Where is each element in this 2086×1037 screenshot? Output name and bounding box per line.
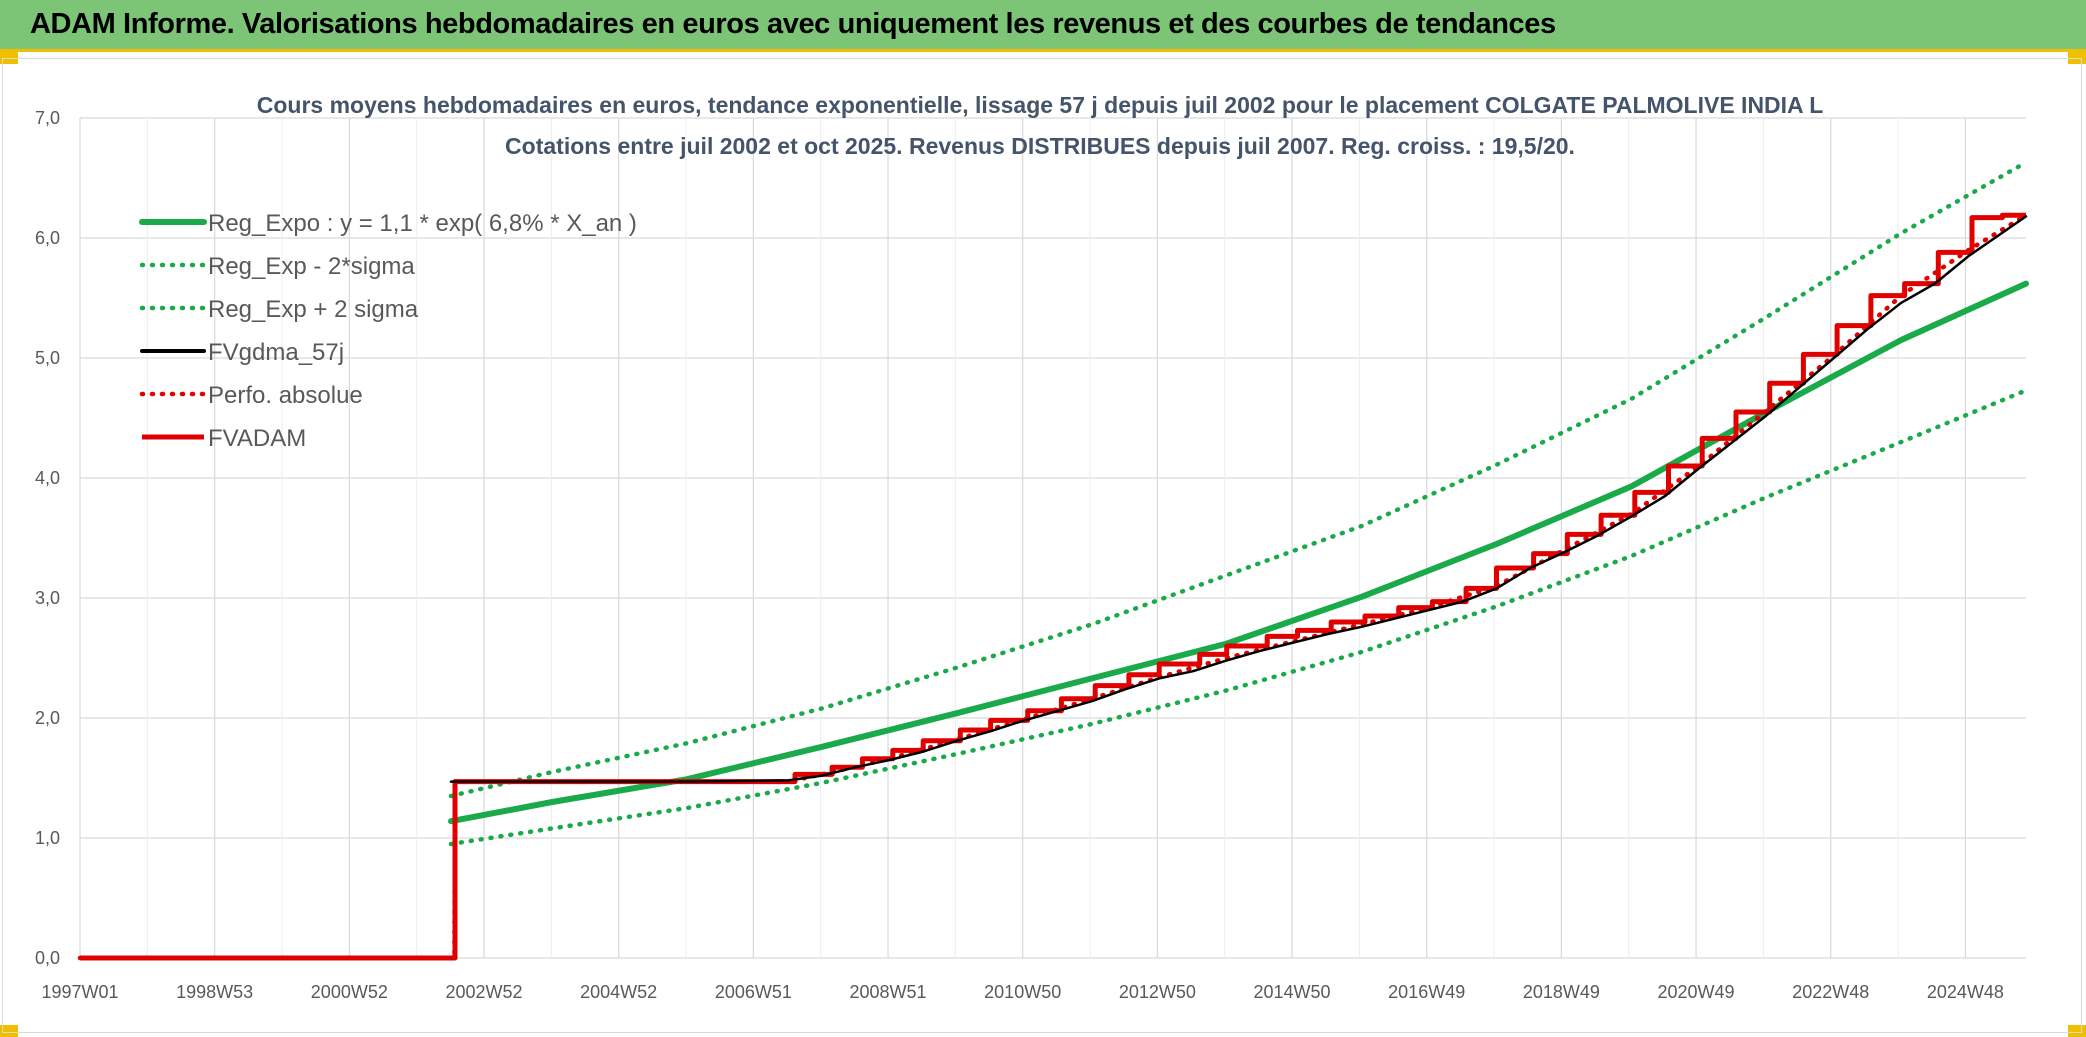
x-tick-label: 2022W48 [1792, 982, 1869, 1002]
legend-label-1: Reg_Exp - 2*sigma [208, 253, 415, 280]
page-title: ADAM Informe. Valorisations hebdomadaire… [30, 8, 1556, 40]
y-tick-label: 2,0 [35, 708, 60, 728]
corner-marker-bottom-left [0, 1025, 18, 1037]
legend-label-4: Perfo. absolue [208, 382, 363, 409]
y-tick-label: 3,0 [35, 588, 60, 608]
y-tick-label: 5,0 [35, 348, 60, 368]
y-tick-label: 0,0 [35, 948, 60, 968]
legend: Reg_Expo : y = 1,1 * exp( 6,8% * X_an ) R… [139, 210, 637, 452]
grid [79, 117, 2026, 959]
x-tick-label: 2000W52 [311, 982, 388, 1002]
x-tick-label: 2014W50 [1254, 982, 1331, 1002]
series-line-3 [449, 215, 2028, 783]
y-tick-label: 7,0 [35, 108, 60, 128]
x-tick-label: 2012W50 [1119, 982, 1196, 1002]
legend-label-2: Reg_Exp + 2 sigma [208, 296, 419, 323]
x-tick-label: 2018W49 [1523, 982, 1600, 1002]
series-line-2 [448, 160, 2029, 799]
legend-label-5: FVADAM [208, 425, 306, 452]
series-line-0 [448, 280, 2029, 825]
series-line-1 [448, 388, 2029, 847]
x-tick-label: 2010W50 [984, 982, 1061, 1002]
series-line-5 [80, 212, 2026, 961]
x-tick-label: 2020W49 [1658, 982, 1735, 1002]
x-tick-label: 2004W52 [580, 982, 657, 1002]
y-tick-label: 1,0 [35, 828, 60, 848]
x-tick-label: 2024W48 [1927, 982, 2004, 1002]
header-bar: ADAM Informe. Valorisations hebdomadaire… [0, 0, 2086, 52]
x-tick-label: 2006W51 [715, 982, 792, 1002]
legend-label-0: Reg_Expo : y = 1,1 * exp( 6,8% * X_an ) [208, 210, 637, 237]
axis-labels: 0,0 1,0 2,0 3,0 4,0 5,0 6,0 7,0 1997W01 1998W53 20… [35, 108, 2004, 1002]
x-tick-label: 1997W01 [41, 982, 118, 1002]
x-tick-label: 2016W49 [1388, 982, 1465, 1002]
series-group [77, 160, 2029, 961]
chart-title: Cours moyens hebdomadaires en euros, ten… [257, 92, 1824, 118]
series-line-4 [77, 212, 2029, 961]
y-tick-label: 4,0 [35, 468, 60, 488]
legend-label-3: FVgdma_57j [208, 339, 344, 366]
chart-subtitle: Cotations entre juil 2002 et oct 2025. R… [505, 133, 1575, 159]
chart-frame [2, 58, 2082, 1033]
x-tick-label: 2008W51 [849, 982, 926, 1002]
y-tick-label: 6,0 [35, 228, 60, 248]
x-tick-label: 2002W52 [445, 982, 522, 1002]
x-tick-label: 1998W53 [176, 982, 253, 1002]
